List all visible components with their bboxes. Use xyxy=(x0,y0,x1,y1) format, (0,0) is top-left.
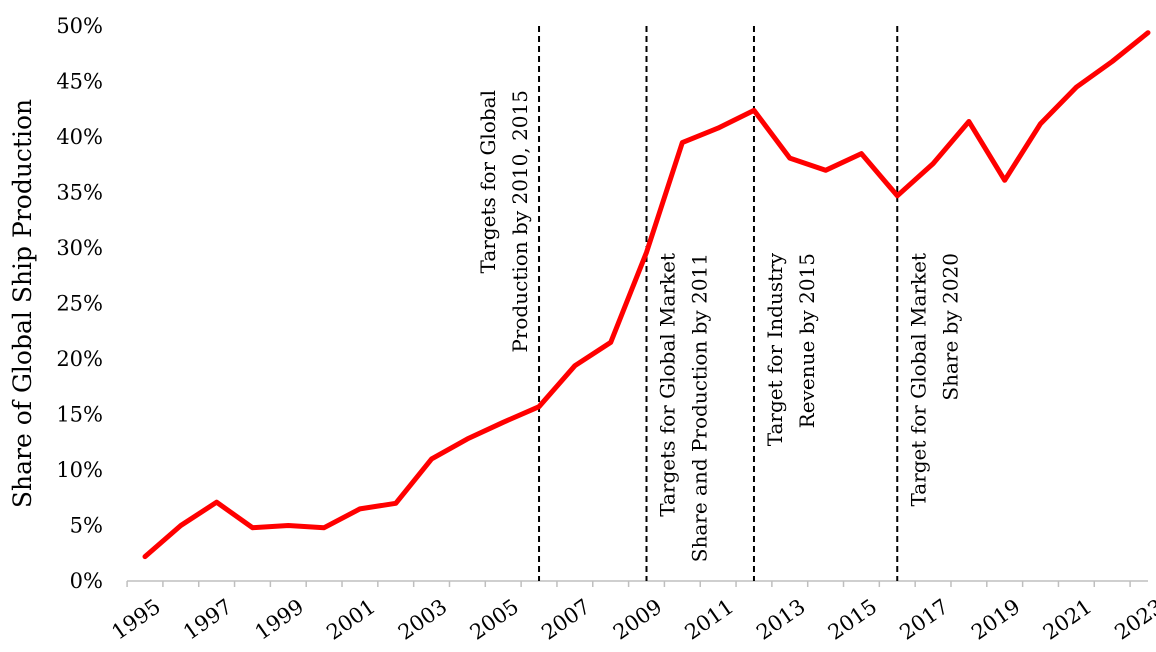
y-tick-label: 0% xyxy=(70,569,103,593)
y-tick-label: 25% xyxy=(56,292,103,316)
x-tick-label: 2023 xyxy=(1110,594,1156,644)
annotation-label: Target for Industry Revenue by 2015 xyxy=(763,252,819,446)
annotation-label: Targets for Global Production by 2010, 20… xyxy=(476,90,532,353)
x-tick-label: 2001 xyxy=(322,594,380,644)
x-tick-label: 2003 xyxy=(394,594,452,644)
annotation-label: Target for Global Market Share by 2020 xyxy=(906,253,962,507)
y-tick-label: 45% xyxy=(56,70,103,94)
y-axis-ticks: 0% 5% 10% 15% 20% 25% 30% 35% 40% 45% 50% xyxy=(56,14,103,593)
x-tick-label: 1997 xyxy=(179,594,237,644)
x-tick-label: 2017 xyxy=(895,594,953,644)
y-tick-label: 5% xyxy=(70,514,103,538)
x-tick-label: 2015 xyxy=(824,594,882,644)
y-tick-label: 40% xyxy=(56,125,103,149)
x-tick-label: 2013 xyxy=(752,594,810,644)
x-tick-label: 2005 xyxy=(466,594,524,644)
y-tick-label: 50% xyxy=(56,14,103,38)
y-tick-label: 30% xyxy=(56,236,103,260)
x-tick-label: 2009 xyxy=(609,594,667,644)
annotation-labels: Targets for Global Production by 2010, 20… xyxy=(476,90,962,562)
y-tick-label: 15% xyxy=(56,403,103,427)
x-axis-ticks: 1995 1997 1999 2001 2003 2005 2007 2009 2011 2013… xyxy=(107,581,1156,645)
x-tick-label: 1999 xyxy=(251,594,309,644)
x-tick-label: 1995 xyxy=(107,594,165,644)
y-tick-label: 20% xyxy=(56,347,103,371)
annotation-lines xyxy=(538,26,899,581)
y-tick-label: 10% xyxy=(56,458,103,482)
series-line xyxy=(142,30,1151,560)
y-tick-label: 35% xyxy=(56,181,103,205)
x-tick-label: 2007 xyxy=(537,594,595,644)
y-axis-title: Share of Global Ship Production xyxy=(8,99,37,508)
x-tick-label: 2011 xyxy=(680,594,738,644)
annotation-label: Targets for Global Market Share and Produ… xyxy=(656,253,712,562)
x-tick-label: 2019 xyxy=(967,594,1025,644)
x-tick-label: 2021 xyxy=(1039,594,1097,644)
